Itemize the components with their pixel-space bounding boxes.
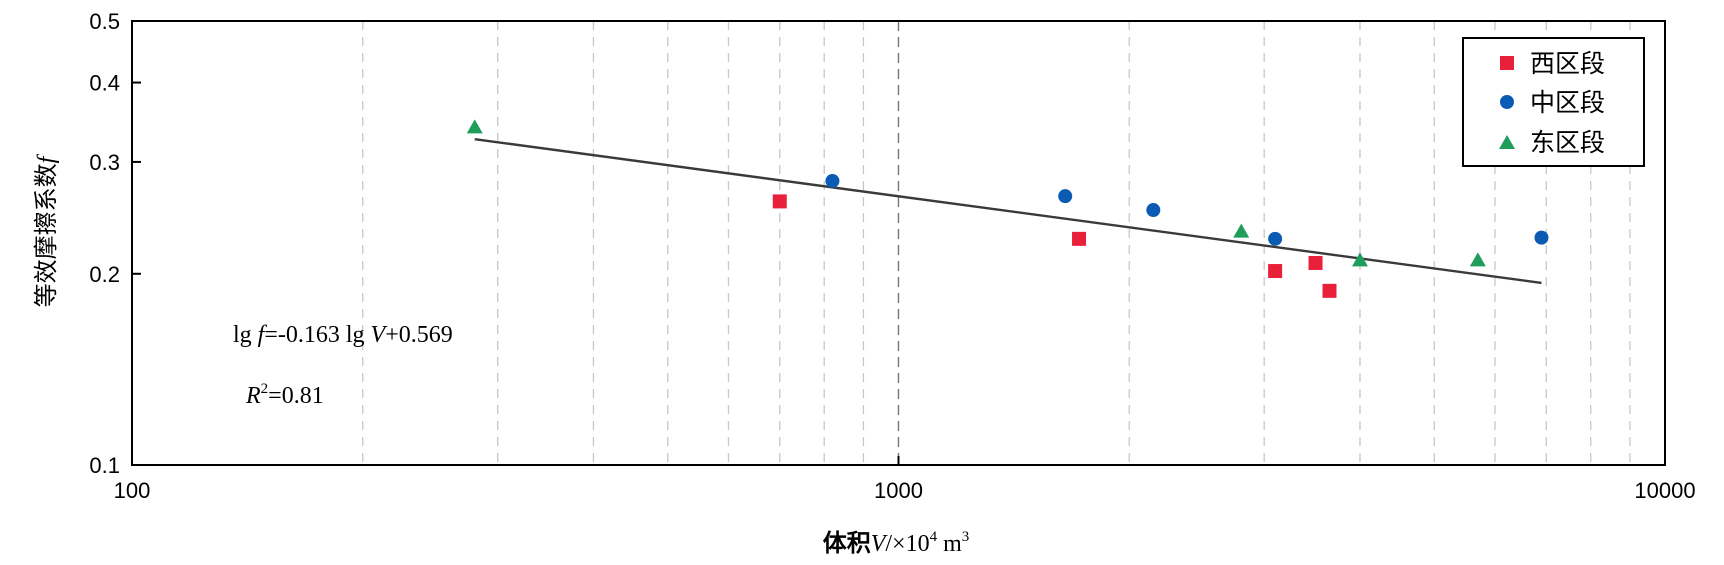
y-tick-label: 0.3 xyxy=(89,150,120,175)
data-point-square xyxy=(1268,264,1283,279)
legend-marker-west xyxy=(1500,56,1514,70)
data-point-triangle xyxy=(1233,223,1250,238)
x-tick-label: 100 xyxy=(114,478,151,503)
data-point-triangle xyxy=(466,119,483,134)
axis-ticks: 0.1 0.2 0.3 0.4 0.5 100 1000 10000 xyxy=(89,9,1695,503)
y-tick-label: 0.5 xyxy=(89,9,120,34)
data-point-circle xyxy=(1058,189,1073,204)
data-point-circle xyxy=(1146,203,1161,218)
data-point-triangle xyxy=(1469,252,1486,267)
data-point-circle xyxy=(1534,230,1549,245)
y-axis-title: 等效摩擦系数f xyxy=(32,153,60,307)
data-point-circle xyxy=(825,173,840,188)
legend-label-middle: 中区段 xyxy=(1530,88,1605,117)
fit-line-group xyxy=(474,137,1542,285)
fit-equation: lg f=-0.163 lg V+0.569 xyxy=(233,322,453,348)
y-tick-label: 0.2 xyxy=(89,262,120,287)
y-tick-label: 0.1 xyxy=(89,453,120,478)
x-tick-label: 1000 xyxy=(874,478,923,503)
data-point-square xyxy=(1308,255,1323,270)
legend-box xyxy=(1462,37,1645,167)
legend-label-west: 西区段 xyxy=(1530,49,1605,78)
legend-marker-middle xyxy=(1500,95,1514,109)
fit-line xyxy=(474,137,1542,285)
data-points xyxy=(466,119,1549,298)
legend-label-east: 东区段 xyxy=(1530,128,1605,157)
grid-lines xyxy=(362,21,1631,465)
x-axis-title: 体积V/×104 m3 xyxy=(823,529,970,557)
data-point-square xyxy=(1322,283,1337,298)
r-squared: R2=0.81 xyxy=(245,381,324,409)
data-point-square xyxy=(1072,231,1087,246)
data-point-triangle xyxy=(1351,252,1368,267)
legend-marker-east xyxy=(1499,135,1515,149)
legend: 西区段 中区段 东区段 xyxy=(1462,37,1645,167)
x-tick-label: 10000 xyxy=(1634,478,1695,503)
data-point-circle xyxy=(1268,231,1283,246)
data-point-square xyxy=(772,194,787,209)
y-tick-label: 0.4 xyxy=(89,71,120,96)
